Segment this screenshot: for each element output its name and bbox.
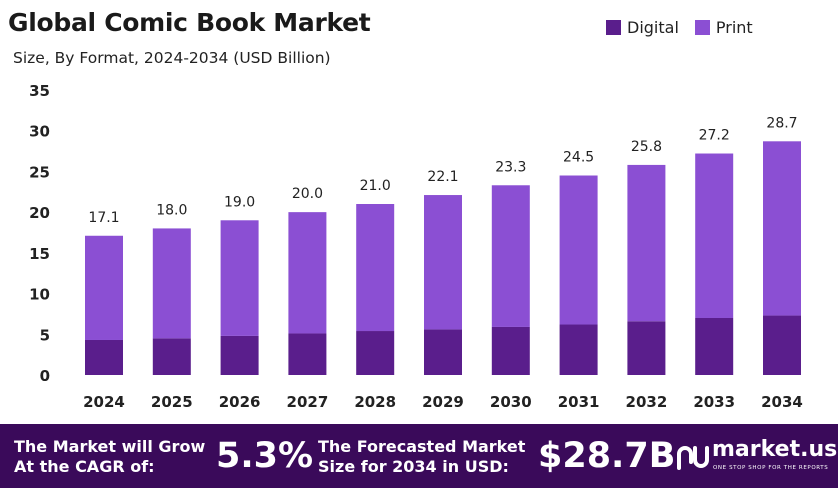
bar-print bbox=[85, 235, 123, 340]
bar-digital bbox=[627, 321, 666, 375]
bar-total-label: 24.5 bbox=[563, 150, 594, 166]
legend-item-print: Print bbox=[694, 18, 753, 37]
bar-print bbox=[763, 141, 801, 316]
x-tick-label: 2034 bbox=[761, 393, 803, 411]
bar-digital bbox=[356, 331, 395, 375]
chart-legend: Digital Print bbox=[606, 18, 769, 37]
y-tick-label: 20 bbox=[29, 204, 50, 222]
bar-print bbox=[220, 220, 259, 336]
y-tick-label: 35 bbox=[29, 82, 50, 100]
x-tick-label: 2031 bbox=[558, 393, 600, 411]
market-us-logo-icon bbox=[677, 446, 709, 470]
bar-total-label: 22.1 bbox=[427, 169, 458, 185]
forecast-caption-line2: Size for 2034 in USD: bbox=[318, 457, 509, 476]
bar-digital bbox=[85, 339, 123, 375]
y-tick-label: 30 bbox=[29, 123, 50, 141]
bar-digital bbox=[152, 338, 191, 375]
bar-digital bbox=[220, 335, 259, 375]
bar-digital bbox=[424, 329, 462, 375]
x-tick-label: 2024 bbox=[83, 393, 125, 411]
x-tick-label: 2032 bbox=[626, 393, 668, 411]
y-tick-label: 25 bbox=[29, 163, 50, 181]
y-tick-label: 0 bbox=[40, 367, 50, 385]
bar-digital bbox=[763, 315, 801, 375]
bar-print bbox=[559, 175, 598, 325]
cagr-caption-line1: The Market will Grow bbox=[14, 437, 206, 456]
legend-swatch-print bbox=[694, 20, 710, 35]
bar-print bbox=[356, 204, 395, 332]
x-tick-label: 2030 bbox=[490, 393, 532, 411]
bar-print bbox=[424, 195, 462, 330]
y-tick-label: 15 bbox=[29, 245, 50, 263]
cagr-value: 5.3% bbox=[216, 436, 314, 476]
bar-total-label: 20.0 bbox=[292, 186, 323, 202]
chart-subtitle: Size, By Format, 2024-2034 (USD Billion) bbox=[13, 49, 331, 67]
x-tick-label: 2027 bbox=[287, 393, 329, 411]
legend-label-digital: Digital bbox=[627, 18, 679, 37]
bar-digital bbox=[491, 326, 530, 375]
forecast-caption: The Forecasted Market Size for 2034 in U… bbox=[318, 437, 525, 477]
legend-swatch-digital bbox=[606, 20, 621, 35]
chart-title: Global Comic Book Market bbox=[8, 8, 371, 37]
x-tick-label: 2026 bbox=[219, 393, 261, 411]
cagr-caption-line2: At the CAGR of: bbox=[14, 457, 155, 476]
bar-total-label: 21.0 bbox=[360, 178, 391, 194]
bar-print bbox=[288, 212, 327, 334]
bar-total-label: 18.0 bbox=[156, 202, 187, 218]
forecast-caption-line1: The Forecasted Market bbox=[318, 437, 526, 456]
bar-total-label: 17.1 bbox=[88, 210, 119, 226]
x-tick-label: 2029 bbox=[422, 393, 464, 411]
bar-print bbox=[491, 185, 530, 327]
bar-total-label: 19.0 bbox=[224, 194, 255, 210]
bar-print bbox=[627, 164, 666, 322]
cagr-caption: The Market will Grow At the CAGR of: bbox=[14, 437, 205, 477]
forecast-value: $28.7B bbox=[538, 436, 676, 476]
x-tick-label: 2033 bbox=[693, 393, 735, 411]
bar-total-label: 28.7 bbox=[766, 115, 797, 131]
legend-item-digital: Digital bbox=[606, 18, 679, 37]
y-tick-label: 5 bbox=[40, 326, 50, 344]
bar-total-label: 23.3 bbox=[495, 159, 526, 175]
x-tick-label: 2025 bbox=[151, 393, 193, 411]
legend-label-print: Print bbox=[715, 18, 753, 37]
stacked-bar-chart: 0510152025303517.1202418.0202519.0202620… bbox=[29, 82, 803, 411]
bar-digital bbox=[559, 324, 598, 375]
x-tick-label: 2028 bbox=[354, 393, 396, 411]
footer-banner: The Market will Grow At the CAGR of: 5.3… bbox=[0, 424, 838, 488]
brand-tagline: ONE STOP SHOP FOR THE REPORTS bbox=[713, 465, 829, 471]
bar-digital bbox=[288, 333, 327, 375]
bar-total-label: 27.2 bbox=[699, 128, 730, 144]
bar-print bbox=[152, 228, 191, 339]
bar-print bbox=[695, 153, 734, 318]
bar-total-label: 25.8 bbox=[631, 139, 662, 155]
bar-digital bbox=[695, 318, 734, 375]
brand-name: market.us bbox=[712, 437, 838, 462]
y-tick-label: 10 bbox=[29, 286, 50, 304]
